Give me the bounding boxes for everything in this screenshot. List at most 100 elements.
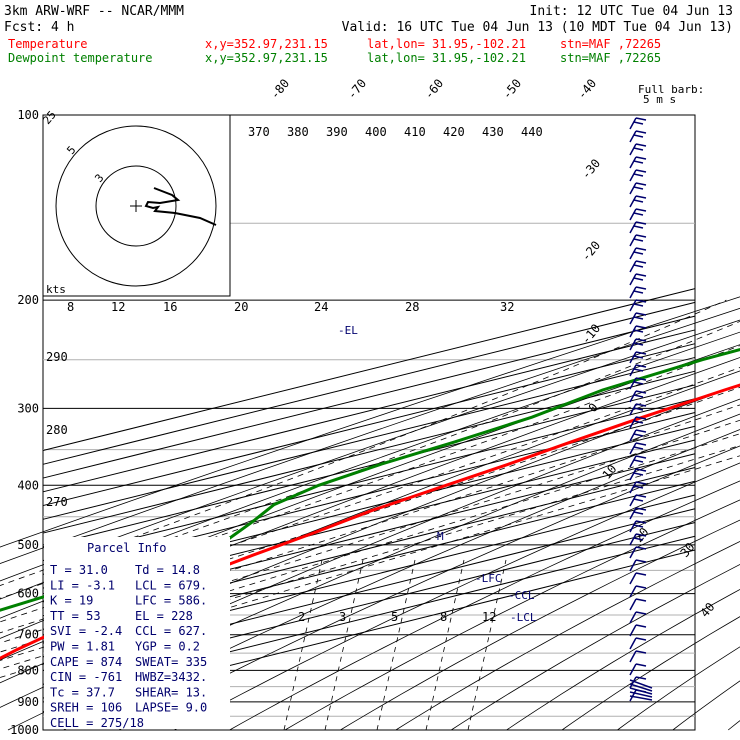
theta-e-label-390: 390 <box>326 125 348 139</box>
wind-barb-staff <box>629 611 637 624</box>
wind-barb-flag <box>633 446 644 450</box>
dry-adiabat-420 <box>450 564 740 731</box>
marker-el: -EL <box>338 324 358 337</box>
wind-barb-staff <box>629 221 637 234</box>
wind-barb-flag <box>635 156 647 160</box>
dry-adiabat-410 <box>395 541 740 731</box>
wind-barb-flag <box>635 585 647 589</box>
wind-barb-staff <box>629 325 637 338</box>
wind-barb-staff <box>629 390 637 403</box>
barb-key-line2: 5 m s <box>643 93 676 106</box>
level-markers: -EL -LFC -CCL -LCL M <box>338 324 537 624</box>
wind-barb-flag <box>633 420 644 424</box>
hodo-speed-label-20: 20 <box>234 300 248 314</box>
mixing-ratio-label-8: 8 <box>440 610 447 624</box>
wind-barb-staff <box>629 559 637 572</box>
parcel-row-5-right: YGP = 0.2 <box>135 640 200 654</box>
parcel-row-1-left: LI = -3.1 <box>50 578 115 592</box>
wind-barb-staff <box>629 689 637 702</box>
wind-barb-flag <box>635 624 647 628</box>
pressure-label-700: 700 <box>17 628 39 642</box>
wind-barb-flag <box>633 277 644 281</box>
model-title: 3km ARW-WRF -- NCAR/MMM <box>4 4 184 19</box>
parcel-row-6-right: SWEAT= 335 <box>135 655 207 669</box>
moist-adiabat-9 <box>0 455 740 678</box>
wind-barb-flag <box>635 208 647 212</box>
mixing-ratio-line-2 <box>283 559 323 731</box>
barb-key-line1: Full barb: <box>638 83 704 96</box>
mixing-ratio-labels: 2 3 5 8 12 <box>298 610 496 624</box>
wind-barb-staff <box>629 416 637 429</box>
mixing-ratio-line-5 <box>376 559 416 731</box>
wind-barb-flag <box>633 342 644 346</box>
theta-e-label-420: 420 <box>443 125 465 139</box>
dry-adiabat-370 <box>174 462 740 731</box>
isotherm-label--60: -60 <box>422 76 447 102</box>
wind-barb-flag <box>635 520 647 524</box>
wind-barb-flag <box>633 121 644 125</box>
mixing-ratio-line-8 <box>425 559 465 731</box>
wind-barb-flag <box>633 459 644 463</box>
wind-barb-staff <box>629 247 637 260</box>
wind-barb-flag <box>635 637 647 641</box>
wind-barb-flag <box>635 338 647 342</box>
parcel-info-box: Parcel Info T = 31.0 Td = 14.8 LI = -3.1 LC… <box>44 537 230 730</box>
pressure-label-600: 600 <box>17 587 39 601</box>
wind-barb-flag <box>635 533 647 537</box>
dry-adiabat-250 <box>0 296 740 548</box>
wind-barb-flag <box>635 650 647 654</box>
wind-barb-flag <box>633 524 644 528</box>
hodograph-trace <box>144 187 217 226</box>
wind-barb-flag <box>633 134 644 138</box>
wind-barb-staff <box>629 507 637 520</box>
wind-barb-flag <box>633 199 644 203</box>
isotherm-label-0: 0 <box>586 400 601 415</box>
wind-barb-flag <box>633 238 644 242</box>
wind-barb-flag <box>635 663 647 667</box>
wind-barb-flag <box>633 173 644 177</box>
wind-barb-staff <box>629 312 637 325</box>
wind-barb-flag <box>635 507 647 511</box>
parcel-row-3-left: TT = 53 <box>50 609 101 623</box>
wind-barb-staff <box>629 520 637 533</box>
wind-barb-staff <box>629 351 637 364</box>
wind-barb-staff <box>629 208 637 221</box>
hodograph-ring-inner <box>95 165 177 247</box>
parcel-info-background <box>44 537 230 729</box>
hodograph-ring-outer <box>55 125 217 287</box>
isotherm--120 <box>42 301 696 465</box>
left-label-290: 290 <box>46 350 68 364</box>
pressure-label-100: 100 <box>17 108 39 122</box>
wind-barb-flag <box>635 312 647 316</box>
wind-barb-flag <box>635 494 647 498</box>
parcel-row-0-right: Td = 14.8 <box>135 563 200 577</box>
dry-adiabat-440 <box>561 616 740 731</box>
wind-barb-flag <box>635 182 647 186</box>
wind-barb-flag <box>635 247 647 251</box>
isotherm--50 <box>42 398 696 562</box>
wind-barb-flag <box>635 130 647 134</box>
wind-barb-staff <box>629 650 637 663</box>
wind-barb-flag <box>633 251 644 255</box>
wind-barb-flag <box>635 442 647 446</box>
wind-barb-staff <box>629 624 637 637</box>
wind-barb-flag <box>633 381 644 385</box>
isotherm--100 <box>42 329 696 493</box>
hodo-speed-label-8: 8 <box>67 300 74 314</box>
pressure-label-200: 200 <box>17 293 39 307</box>
theta-e-label-380: 380 <box>287 125 309 139</box>
temperature-trace <box>0 383 740 661</box>
legend-temperature-coords: x,y=352.97,231.15 <box>205 37 328 51</box>
mixing-ratio-label-3: 3 <box>339 610 346 624</box>
parcel-row-9-left: SREH = 106 <box>50 701 122 715</box>
wind-barb-staff <box>629 364 637 377</box>
marker-lfc: -LFC <box>475 572 502 585</box>
pressure-label-500: 500 <box>17 538 39 552</box>
wind-barb-staff <box>629 585 637 598</box>
wind-barb-flag <box>635 286 647 290</box>
wind-barb-flag <box>635 455 647 459</box>
wind-barb-flag <box>633 290 644 294</box>
pressure-tick-labels: 100 200 300 400 500 600 700 800 900 1000 <box>10 108 39 737</box>
wind-barb-flag <box>635 390 647 394</box>
